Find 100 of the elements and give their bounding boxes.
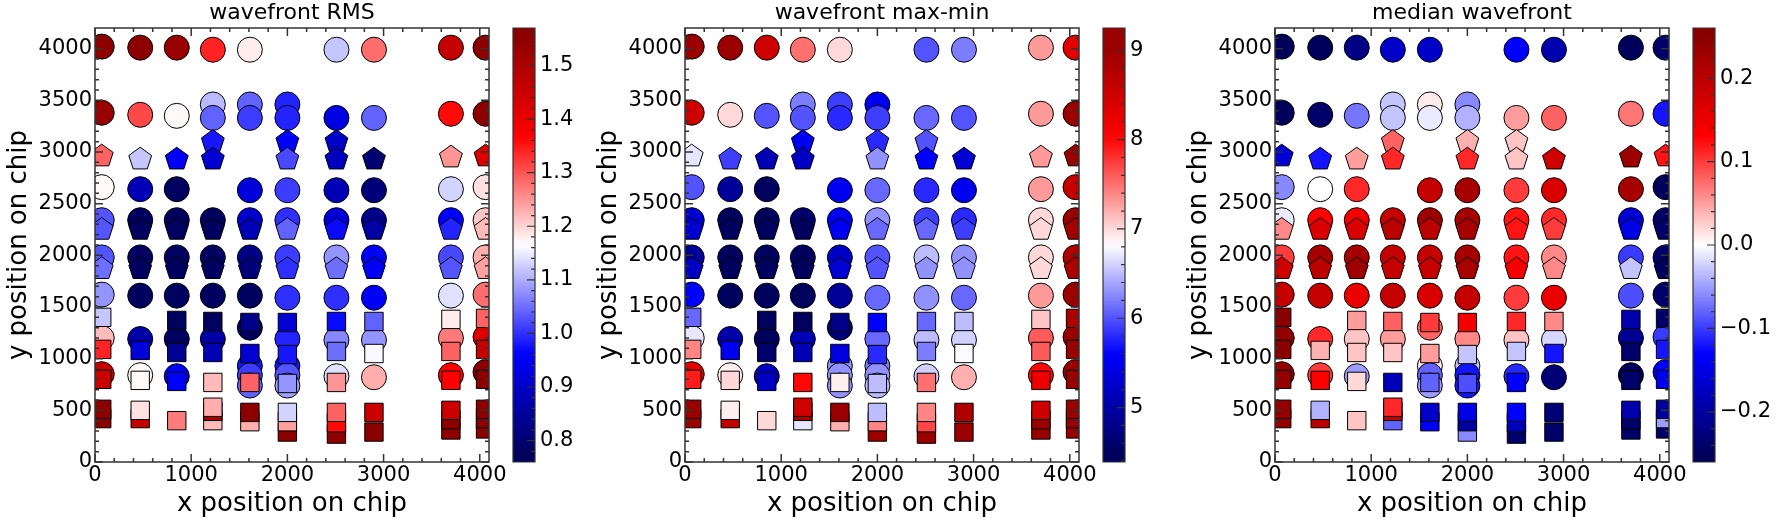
point <box>718 217 743 240</box>
point <box>1344 146 1369 170</box>
y-tick-label: 2000 <box>1218 241 1272 266</box>
y-tick-label: 1500 <box>1218 293 1272 318</box>
point <box>203 372 223 393</box>
point <box>237 217 262 240</box>
point <box>324 146 349 170</box>
point <box>167 410 187 431</box>
point <box>128 256 153 279</box>
point <box>754 146 779 170</box>
point <box>1344 256 1369 279</box>
y-tick-label: 2000 <box>628 241 682 266</box>
point <box>1544 311 1564 332</box>
point <box>326 402 347 423</box>
point <box>754 217 779 240</box>
point <box>916 402 937 423</box>
point <box>164 256 189 279</box>
point <box>326 341 347 362</box>
point <box>200 146 225 170</box>
point <box>1029 217 1053 240</box>
point <box>1308 217 1333 240</box>
x-tick-label: 3000 <box>356 462 411 487</box>
point <box>952 146 976 170</box>
point <box>1457 402 1478 423</box>
y-tick-label: 4000 <box>628 35 682 60</box>
point <box>1621 309 1641 330</box>
point <box>790 256 815 279</box>
point <box>324 129 349 152</box>
point <box>790 129 815 152</box>
color-bar-label: 1.4 <box>540 105 574 130</box>
point <box>1457 312 1478 333</box>
point <box>441 400 461 421</box>
color-bar-label: 6 <box>1130 304 1144 329</box>
point <box>1506 341 1527 362</box>
point <box>1544 402 1564 423</box>
point <box>1029 144 1053 168</box>
point <box>1542 146 1566 170</box>
point <box>952 256 976 279</box>
color-bar-label: 0.0 <box>1720 231 1754 256</box>
point <box>240 343 260 364</box>
color-bar-label: 8 <box>1130 126 1144 151</box>
point <box>326 311 347 332</box>
point <box>827 256 852 279</box>
y-tick-label: 1500 <box>38 293 92 318</box>
point <box>277 344 298 365</box>
y-tick-label: 1000 <box>38 345 92 370</box>
point <box>277 402 298 423</box>
y-tick-label: 2500 <box>38 190 92 215</box>
y-axis-title: y position on chip <box>2 129 33 361</box>
point <box>952 217 976 240</box>
point <box>200 256 225 279</box>
point <box>130 400 150 421</box>
point <box>1420 402 1440 423</box>
x-tick-label: 2000 <box>850 462 905 487</box>
x-tick-label: 1000 <box>754 462 808 487</box>
point <box>865 146 890 170</box>
point <box>275 129 300 152</box>
point <box>441 309 461 330</box>
y-tick-label: 500 <box>641 396 682 421</box>
color-bar-label: 0.8 <box>540 427 574 452</box>
y-tick-label: 3000 <box>38 138 92 163</box>
point <box>1506 311 1527 332</box>
point <box>1308 256 1333 279</box>
point <box>1347 410 1367 431</box>
point <box>954 422 974 442</box>
point <box>1347 342 1367 363</box>
point <box>720 340 740 361</box>
point <box>167 342 187 363</box>
color-bar-label: 0.1 <box>1720 147 1754 172</box>
point <box>867 312 888 333</box>
point <box>757 342 777 363</box>
point <box>1621 400 1641 421</box>
point <box>916 311 937 332</box>
point <box>1383 311 1403 332</box>
point <box>200 129 225 152</box>
y-tick-label: 3000 <box>1218 138 1272 163</box>
point <box>916 341 937 362</box>
color-bar-label: 0.2 <box>1720 64 1754 89</box>
y-tick-label: 2000 <box>38 241 92 266</box>
x-tick-label: 2000 <box>260 462 315 487</box>
point <box>1619 256 1643 279</box>
y-axis-title: y position on chip <box>592 129 623 361</box>
color-bar-label: −0.1 <box>1720 314 1771 339</box>
point <box>364 311 384 332</box>
point <box>362 217 386 240</box>
point <box>203 397 223 417</box>
color-bar-label: 5 <box>1130 393 1144 418</box>
point <box>1455 256 1480 279</box>
point <box>793 342 813 363</box>
point <box>1504 256 1529 279</box>
point <box>275 146 300 170</box>
point <box>439 256 463 279</box>
point <box>128 146 153 170</box>
y-tick-label: 1000 <box>1218 345 1272 370</box>
y-tick-label: 4000 <box>38 35 92 60</box>
point <box>275 256 300 279</box>
y-tick-label: 1000 <box>628 345 682 370</box>
point <box>240 402 260 423</box>
point <box>865 129 890 152</box>
point <box>1383 342 1403 363</box>
